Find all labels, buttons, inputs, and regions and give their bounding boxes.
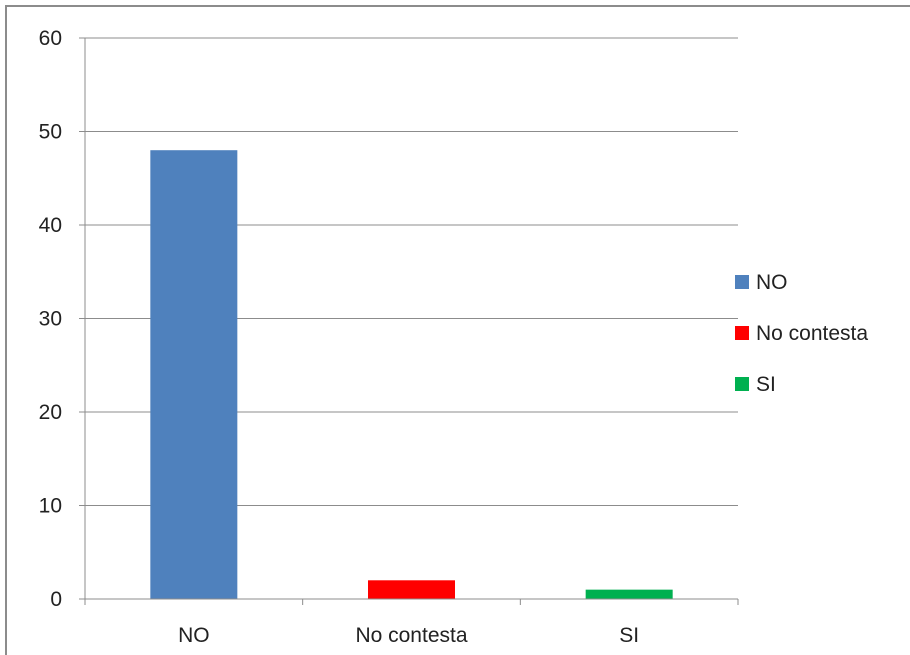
bars (150, 150, 673, 599)
bar-no-contesta (368, 580, 455, 599)
legend-item-si: SI (735, 373, 776, 396)
y-tick-label-40: 40 (39, 214, 62, 237)
legend-swatch (735, 275, 749, 289)
legend-item-no: NO (735, 271, 788, 294)
legend-swatch (735, 326, 749, 340)
legend: NO No contesta SI (735, 271, 868, 396)
y-tick-label-10: 10 (39, 495, 62, 518)
y-tick-label-0: 0 (50, 588, 62, 611)
legend-label: No contesta (756, 322, 868, 345)
x-tick-labels: NO No contesta SI (178, 624, 639, 647)
legend-swatch (735, 377, 749, 391)
legend-label: NO (756, 271, 788, 294)
x-tick-label-no-contesta: No contesta (355, 624, 467, 647)
legend-item-no-contesta: No contesta (735, 322, 868, 345)
legend-label: SI (756, 373, 776, 396)
y-tick-label-30: 30 (39, 308, 62, 331)
y-tick-labels: 0 10 20 30 40 50 60 (39, 27, 62, 611)
axes (79, 37, 739, 605)
y-tick-label-20: 20 (39, 401, 62, 424)
bar-no (150, 150, 238, 599)
y-tick-label-60: 60 (39, 27, 62, 50)
bar-si (585, 589, 673, 599)
y-tick-label-50: 50 (39, 121, 62, 144)
x-tick-label-si: SI (619, 624, 639, 647)
x-tick-label-no: NO (178, 624, 210, 647)
